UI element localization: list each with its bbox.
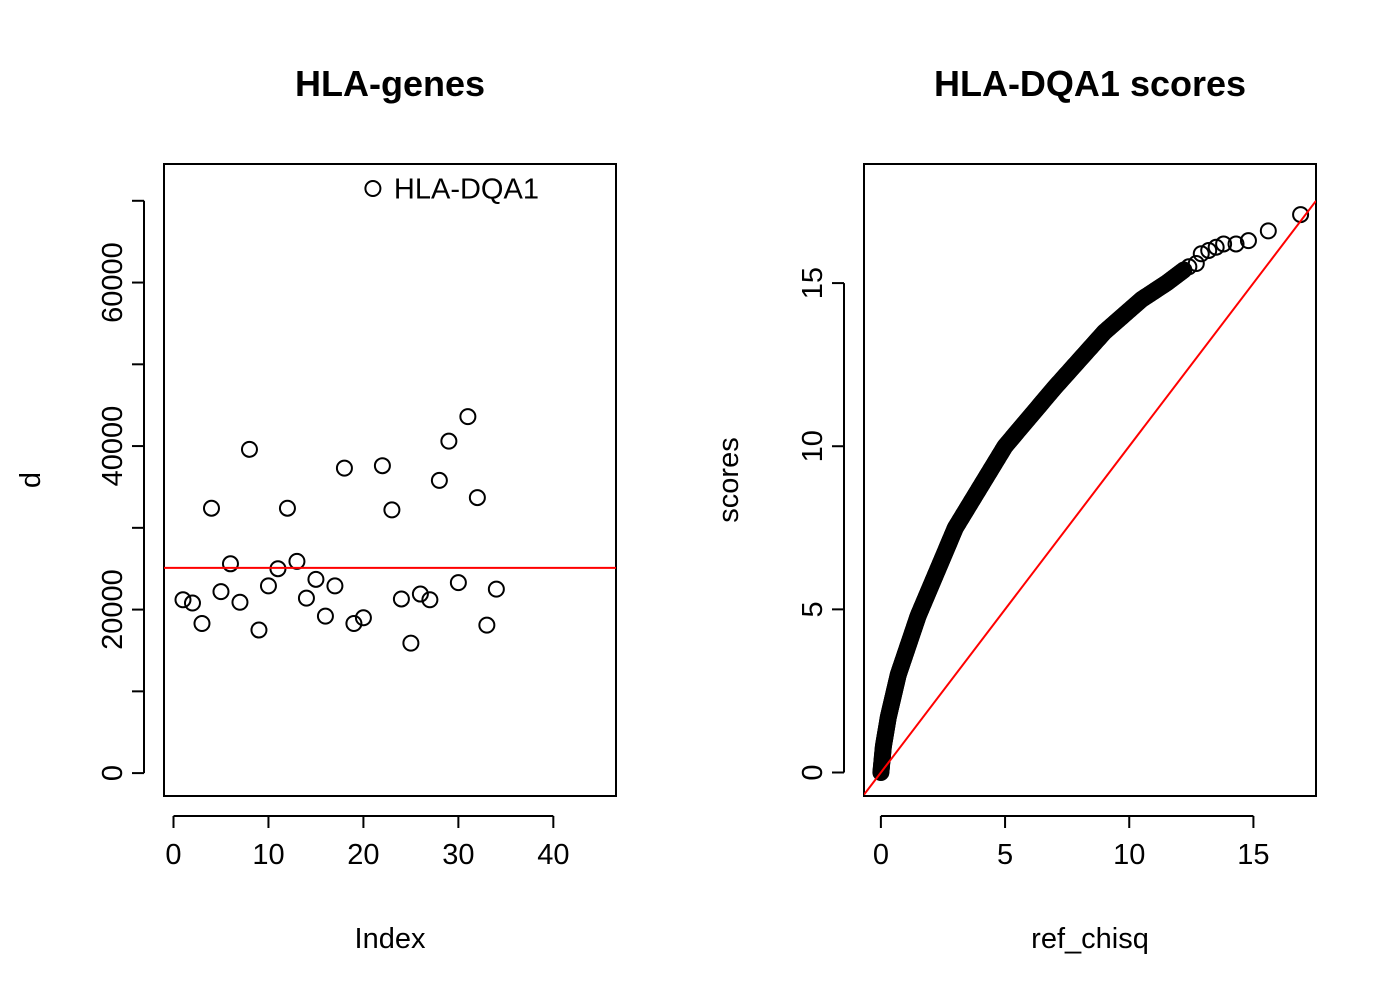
x-axis-label: ref_chisq [1031, 923, 1149, 955]
data-marks: HLA-DQA1 [164, 174, 616, 652]
plot-frame [863, 163, 1317, 797]
data-point [449, 574, 467, 592]
data-point [316, 607, 334, 625]
y-tick-label: 10 [797, 430, 829, 462]
data-point [288, 552, 306, 570]
data-point [392, 590, 410, 608]
y-tick-label: 5 [797, 601, 829, 617]
data-point [411, 585, 429, 603]
qq-tail-point [1259, 222, 1277, 240]
y-axis-label: d [15, 472, 47, 488]
x-tick-label: 10 [252, 839, 284, 871]
data-point [259, 577, 277, 595]
data-point [174, 591, 192, 609]
y-tick-label: 20000 [97, 569, 129, 650]
data-point [383, 501, 401, 519]
qq-tail-point [1207, 238, 1225, 256]
data-point [250, 621, 268, 639]
y-tick-label: 0 [797, 764, 829, 780]
data-point [335, 459, 353, 477]
x-tick-label: 30 [442, 839, 474, 871]
hla-genes-panel: HLA-genes Index d 0 10 20 30 40 0 20000 40000 6… [15, 63, 617, 955]
data-point [487, 580, 505, 598]
x-tick-label: 15 [1237, 839, 1269, 871]
data-point [193, 614, 211, 632]
data-point [421, 591, 439, 609]
y-tick-label: 15 [797, 267, 829, 299]
y-tick-label: 40000 [97, 406, 129, 487]
qq-tail-point [1227, 235, 1245, 253]
x-axis: 0 5 10 15 [873, 815, 1270, 871]
data-point [345, 614, 363, 632]
x-tick-label: 5 [997, 839, 1013, 871]
data-point [240, 440, 258, 458]
identity-reference-line [864, 200, 1316, 796]
point-annotation: HLA-DQA1 [394, 174, 539, 206]
qq-tail-point [1215, 235, 1233, 253]
data-point [402, 634, 420, 652]
x-axis: 0 10 20 30 40 [165, 815, 569, 871]
y-axis-label: scores [713, 437, 745, 522]
data-point [440, 432, 458, 450]
y-axis: 0 20000 40000 60000 [97, 199, 145, 781]
x-tick-label: 0 [165, 839, 181, 871]
qq-tail-point [1180, 258, 1198, 276]
y-tick-label: 0 [97, 765, 129, 781]
data-point [326, 577, 344, 595]
data-point [364, 180, 382, 198]
data-point [231, 593, 249, 611]
data-point [354, 609, 372, 627]
data-point [373, 457, 391, 475]
data-point [307, 570, 325, 588]
data-marks [864, 200, 1316, 796]
chart-title: HLA-DQA1 scores [934, 63, 1246, 104]
data-point [478, 616, 496, 634]
data-point [459, 408, 477, 426]
data-point [430, 471, 448, 489]
data-point [202, 499, 220, 517]
x-tick-label: 10 [1113, 839, 1145, 871]
data-point [278, 499, 296, 517]
qq-tail-point [1239, 232, 1257, 250]
x-axis-label: Index [355, 923, 426, 955]
data-point [468, 489, 486, 507]
x-tick-label: 20 [347, 839, 379, 871]
qq-tail-point [1187, 255, 1205, 273]
chart-title: HLA-genes [295, 63, 485, 104]
y-axis: 0 5 10 15 [797, 267, 845, 781]
hla-dqa1-scores-panel: HLA-DQA1 scores ref_chisq scores 0 5 10 15 … [713, 63, 1317, 955]
x-tick-label: 0 [873, 839, 889, 871]
data-point [212, 583, 230, 601]
plot-frame [163, 163, 617, 797]
data-point [221, 555, 239, 573]
qq-tail-point [1200, 241, 1218, 259]
data-point [183, 594, 201, 612]
y-tick-label: 60000 [97, 242, 129, 323]
data-point [297, 589, 315, 607]
x-tick-label: 40 [537, 839, 569, 871]
qq-tail-point [1192, 245, 1210, 263]
